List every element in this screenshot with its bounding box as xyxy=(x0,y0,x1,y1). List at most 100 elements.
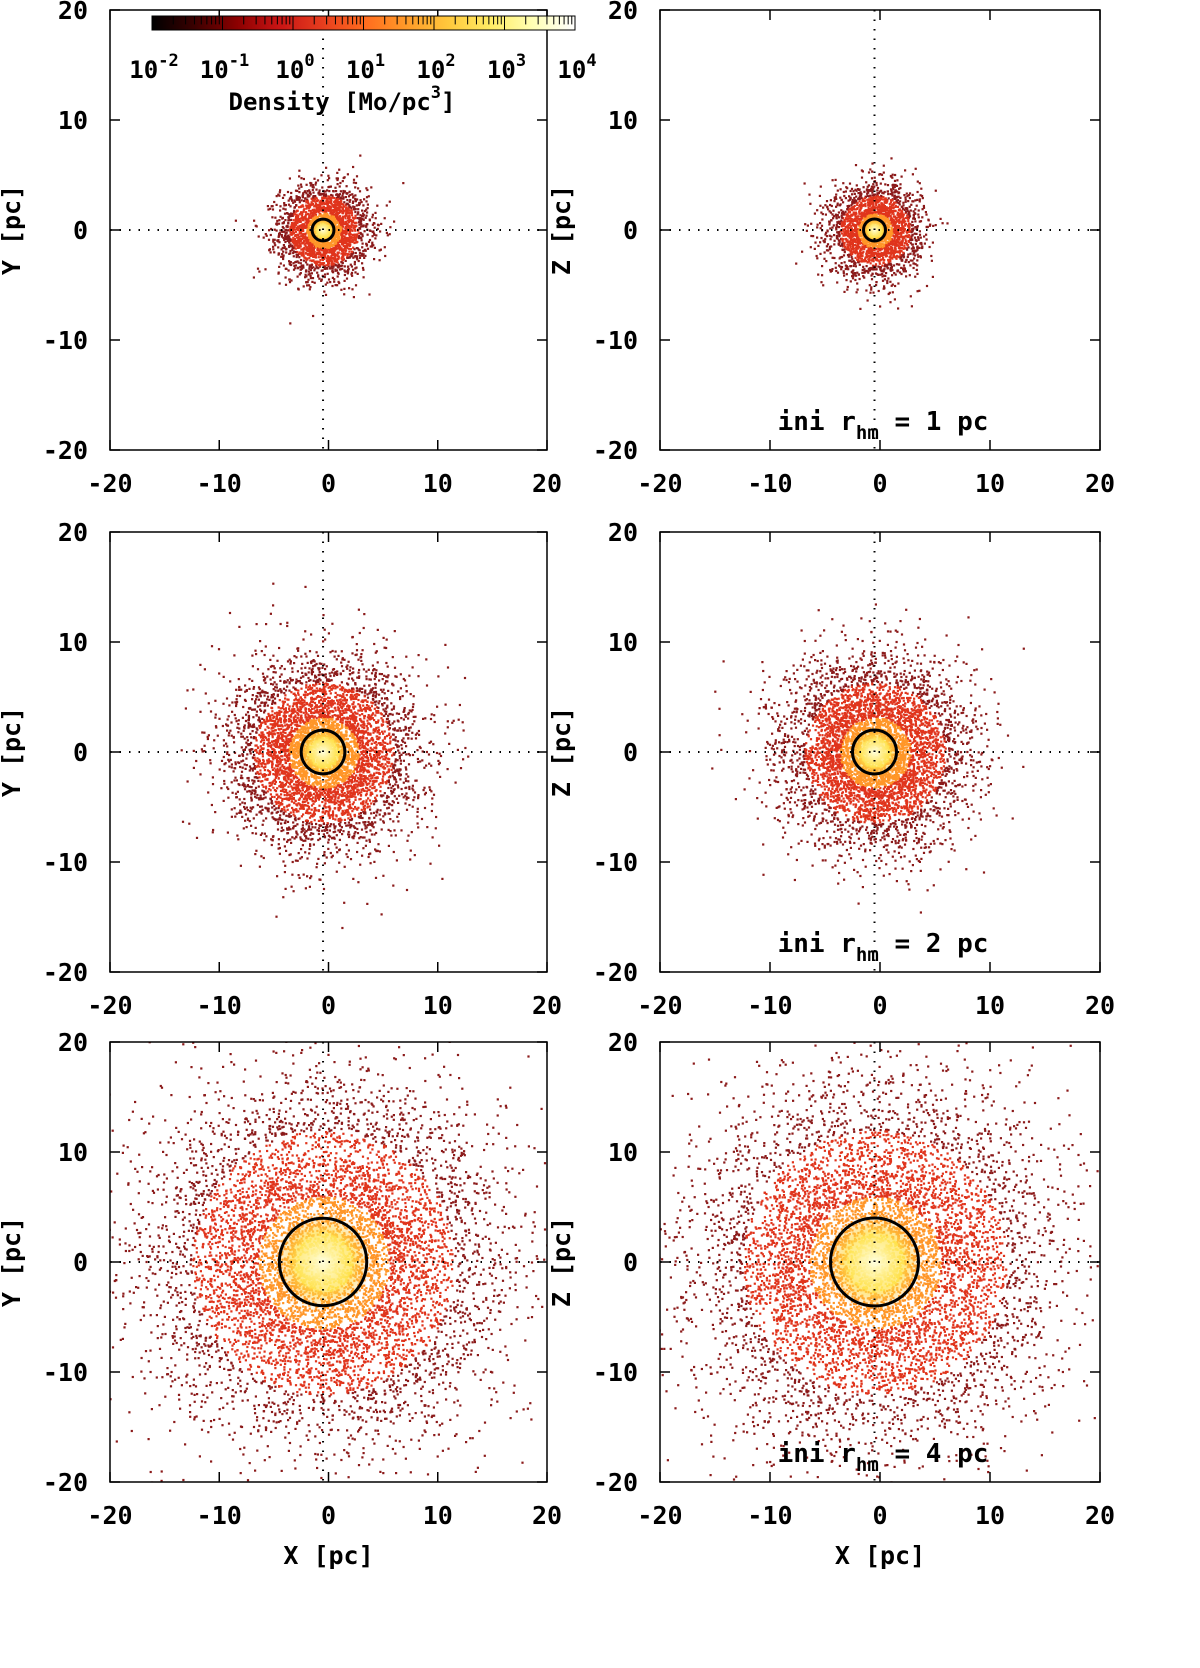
x-tick-label: 0 xyxy=(321,1501,336,1530)
particle-cloud xyxy=(234,154,405,325)
initial-half-mass-radius-label: ini rhm = 2 pc xyxy=(778,929,989,966)
panel-bottom-left: -20 -10 0 10 20 20 10 0 -10 -20 Y [pc] X [pc] xyxy=(0,1028,562,1570)
y-axis-label: Z [pc] xyxy=(547,707,576,797)
x-tick-label: -20 xyxy=(637,469,682,498)
half-mass-circle xyxy=(851,728,898,776)
x-tick-label: 10 xyxy=(423,1501,453,1530)
core-glow xyxy=(309,216,337,244)
particle-cloud xyxy=(180,582,470,930)
y-tick-label: 0 xyxy=(623,216,638,245)
y-tick-label: 20 xyxy=(608,0,638,25)
half-mass-circle xyxy=(829,1216,920,1308)
y-tick-label: 10 xyxy=(608,1138,638,1167)
x-tick-label: 20 xyxy=(532,991,562,1020)
y-axis-label: Z [pc] xyxy=(547,185,576,275)
x-tick-label: 20 xyxy=(1085,469,1115,498)
y-tick-label: -10 xyxy=(43,326,88,355)
x-tick-label: 10 xyxy=(423,991,453,1020)
half-mass-circle xyxy=(310,217,336,243)
x-tick-label: -20 xyxy=(87,1501,132,1530)
colorbar-tick-label: 103 xyxy=(487,51,526,84)
y-tick-label: 20 xyxy=(608,1028,638,1057)
y-tick-label: 20 xyxy=(58,0,88,25)
x-tick-label: -10 xyxy=(747,991,792,1020)
x-tick-label: 10 xyxy=(975,1501,1005,1530)
colorbar-tick-label: 10-2 xyxy=(129,51,178,84)
x-tick-label: 0 xyxy=(872,1501,887,1530)
panel-bottom-right: -20 -10 0 10 20 20 10 0 -10 -20 Z [pc] X [pc] ini rh… xyxy=(547,1028,1115,1570)
y-tick-label: -10 xyxy=(43,848,88,877)
x-tick-label: -20 xyxy=(87,469,132,498)
x-tick-label: -10 xyxy=(197,1501,242,1530)
panel-top-right: -20 -10 0 10 20 20 10 0 -10 -20 Z [pc] ini rhm = 1 … xyxy=(547,0,1115,498)
y-tick-label: -10 xyxy=(593,326,638,355)
y-tick-label: -10 xyxy=(43,1358,88,1387)
y-axis-label: Y [pc] xyxy=(0,1217,26,1307)
y-tick-label: -20 xyxy=(43,958,88,987)
colorbar: 10-2 10-1 100 101 102 103 104 Density [Mo/pc3] xyxy=(129,15,597,116)
x-tick-label: -10 xyxy=(747,469,792,498)
y-tick-label: 10 xyxy=(58,628,88,657)
particle-cloud xyxy=(795,157,949,310)
panel-middle-left: -20 -10 0 10 20 20 10 0 -10 -20 Y [pc] xyxy=(0,518,562,1020)
x-tick-label: -10 xyxy=(197,469,242,498)
y-tick-label: 0 xyxy=(623,1248,638,1277)
colorbar-tick-label: 100 xyxy=(275,51,314,84)
y-tick-label: 0 xyxy=(623,738,638,767)
initial-half-mass-radius-label: ini rhm = 1 pc xyxy=(778,407,989,444)
y-axis-label: Y [pc] xyxy=(0,185,26,275)
colorbar-tick-label: 102 xyxy=(416,51,455,84)
y-tick-label: -20 xyxy=(43,1468,88,1497)
y-tick-label: -20 xyxy=(593,958,638,987)
x-tick-label: -10 xyxy=(197,991,242,1020)
particle-cloud xyxy=(711,603,1025,914)
x-tick-label: 20 xyxy=(1085,1501,1115,1530)
x-tick-label: -20 xyxy=(637,991,682,1020)
y-tick-label: 10 xyxy=(58,1138,88,1167)
initial-half-mass-radius-label: ini rhm = 4 pc xyxy=(778,1439,989,1476)
x-tick-label: 0 xyxy=(321,469,336,498)
x-tick-label: 20 xyxy=(532,1501,562,1530)
half-mass-circle xyxy=(277,1216,369,1308)
y-axis-label: Y [pc] xyxy=(0,707,26,797)
half-mass-circle xyxy=(299,728,347,776)
y-tick-label: -20 xyxy=(593,436,638,465)
y-tick-label: 0 xyxy=(73,1248,88,1277)
core-glow xyxy=(861,216,888,244)
x-tick-label: 10 xyxy=(423,469,453,498)
y-tick-label: 0 xyxy=(73,216,88,245)
x-tick-label: -10 xyxy=(747,1501,792,1530)
y-tick-label: -20 xyxy=(43,436,88,465)
y-tick-label: -20 xyxy=(593,1468,638,1497)
x-tick-label: 20 xyxy=(1085,991,1115,1020)
x-axis-label: X [pc] xyxy=(283,1541,373,1570)
x-tick-label: 20 xyxy=(532,469,562,498)
y-tick-label: 20 xyxy=(58,518,88,547)
x-tick-label: 10 xyxy=(975,991,1005,1020)
colorbar-tick-label: 104 xyxy=(557,51,596,84)
y-tick-label: -10 xyxy=(593,848,638,877)
y-tick-label: 10 xyxy=(608,106,638,135)
y-tick-label: -10 xyxy=(593,1358,638,1387)
half-mass-circle xyxy=(862,217,887,243)
colorbar-tick-label: 10-1 xyxy=(200,51,249,84)
x-tick-label: 0 xyxy=(872,469,887,498)
colorbar-tick-label: 101 xyxy=(346,51,385,84)
y-tick-label: 20 xyxy=(608,518,638,547)
y-tick-label: 10 xyxy=(608,628,638,657)
x-tick-label: 10 xyxy=(975,469,1005,498)
panel-middle-right: -20 -10 0 10 20 20 10 0 -10 -20 Z [pc] ini rhm = 2 … xyxy=(547,518,1115,1020)
x-tick-label: -20 xyxy=(637,1501,682,1530)
x-tick-label: -20 xyxy=(87,991,132,1020)
y-tick-label: 20 xyxy=(58,1028,88,1057)
colorbar-title: Density [Mo/pc3] xyxy=(229,83,456,116)
y-axis-label: Z [pc] xyxy=(547,1217,576,1307)
y-tick-label: 10 xyxy=(58,106,88,135)
x-tick-label: 0 xyxy=(872,991,887,1020)
x-axis-label: X [pc] xyxy=(835,1541,925,1570)
x-tick-label: 0 xyxy=(321,991,336,1020)
y-tick-label: 0 xyxy=(73,738,88,767)
